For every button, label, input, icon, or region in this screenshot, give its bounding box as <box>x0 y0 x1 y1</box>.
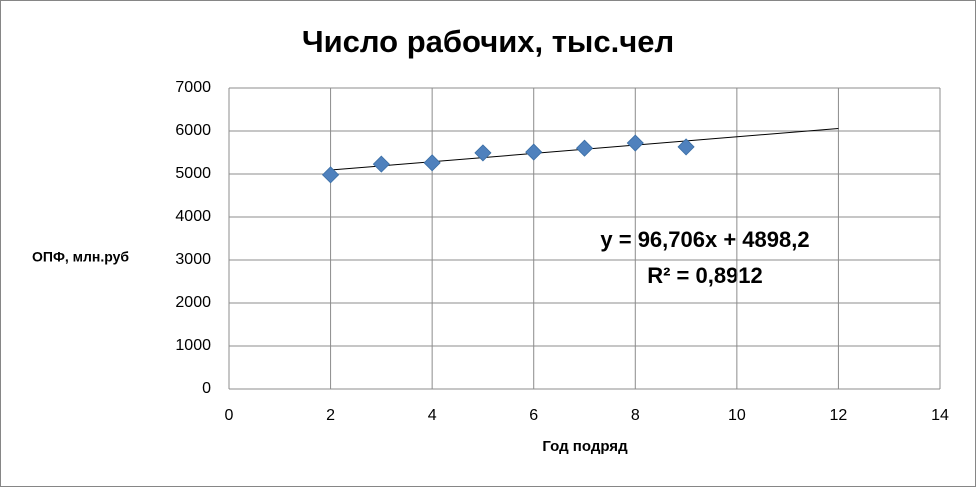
x-tick-label: 10 <box>728 407 746 424</box>
data-point <box>474 144 492 162</box>
x-tick-label: 0 <box>225 407 234 424</box>
x-tick-label: 12 <box>830 407 848 424</box>
data-point <box>626 134 644 152</box>
data-point <box>423 154 441 172</box>
data-point <box>372 155 390 173</box>
y-tick-label: 3000 <box>175 251 211 268</box>
data-point <box>575 139 594 157</box>
y-tick-label: 6000 <box>175 122 211 139</box>
x-tick-label: 6 <box>529 407 538 424</box>
y-tick-label: 1000 <box>175 337 211 354</box>
y-axis-label: ОПФ, млн.руб <box>32 249 129 265</box>
x-axis-label: Год подряд <box>542 438 628 455</box>
chart-title: Число рабочих, тыс.чел <box>302 24 674 59</box>
x-tick-label: 8 <box>631 407 640 424</box>
x-tick-label: 2 <box>326 407 335 424</box>
y-tick-label: 5000 <box>175 165 211 182</box>
data-point <box>322 166 340 184</box>
y-tick-label: 2000 <box>175 294 211 311</box>
data-point <box>677 138 695 156</box>
trendline-equation: y = 96,706x + 4898,2 <box>600 227 809 252</box>
data-point <box>525 143 543 161</box>
y-tick-label: 0 <box>202 380 211 397</box>
x-tick-label: 14 <box>931 407 949 424</box>
y-tick-label: 7000 <box>175 79 211 96</box>
y-tick-label: 4000 <box>175 208 211 225</box>
trendline-r2: R² = 0,8912 <box>647 263 763 288</box>
x-tick-label: 4 <box>428 407 437 424</box>
